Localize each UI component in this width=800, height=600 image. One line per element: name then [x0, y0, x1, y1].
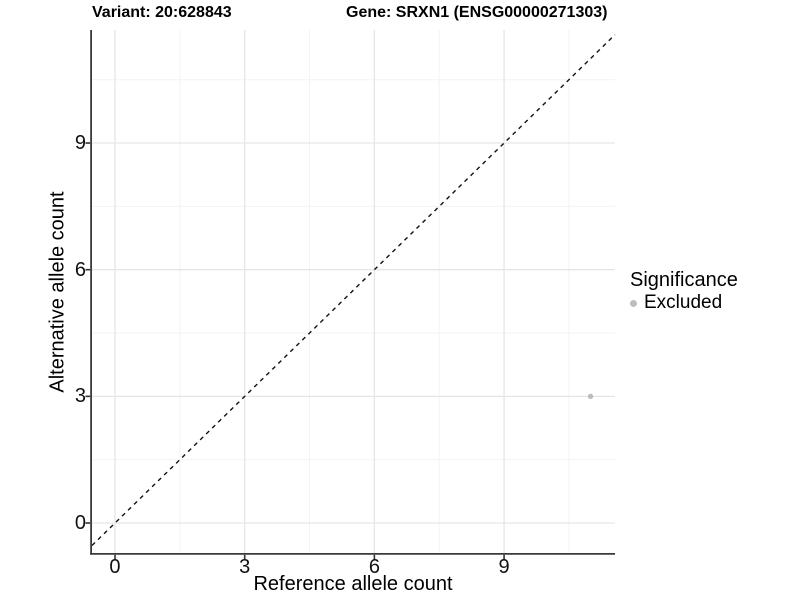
x-tick-label: 9: [498, 556, 510, 578]
legend-item-label: Excluded: [644, 292, 723, 313]
x-tick-label: 3: [239, 556, 251, 578]
y-tick-label: 3: [74, 385, 86, 408]
x-tick-label: 0: [109, 556, 121, 578]
y-axis-title: Alternative allele count: [46, 191, 69, 393]
y-tick-label: 6: [74, 258, 86, 281]
legend-title: Significance: [630, 269, 738, 291]
y-tick-label: 9: [74, 132, 86, 155]
y-tick-label: 0: [74, 512, 86, 535]
x-axis-title: Reference allele count: [253, 573, 453, 595]
variant-title: Variant: 20:628843: [92, 4, 232, 21]
legend-key-dot-icon: [630, 299, 637, 307]
legend-item-excluded: Excluded: [630, 292, 738, 314]
x-tick-label: 6: [368, 556, 380, 578]
identity-reference-line: [91, 34, 616, 546]
legend: Significance Excluded: [630, 269, 738, 314]
data-point: [587, 393, 594, 400]
gene-title: Gene: SRXN1 (ENSG00000271303): [346, 4, 608, 21]
